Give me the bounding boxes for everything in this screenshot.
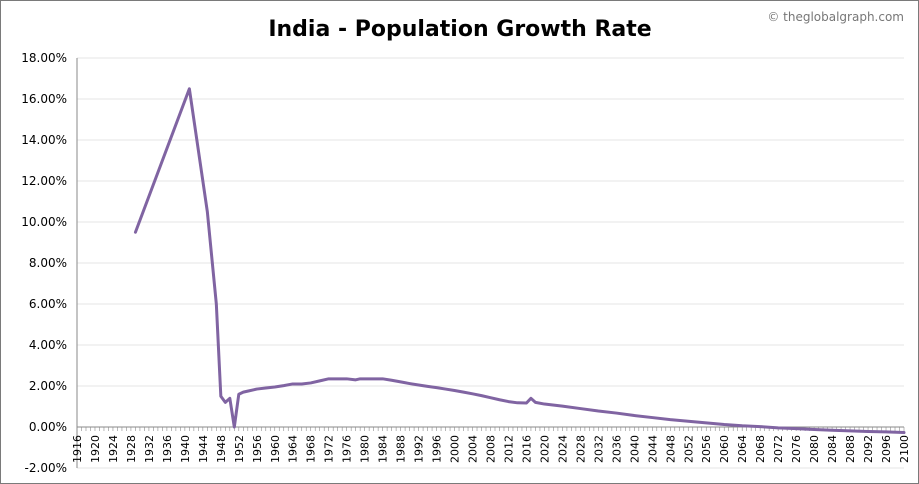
x-tick-label: 2076	[790, 435, 803, 463]
y-tick-label: 14.00%	[21, 133, 67, 147]
x-tick-label: 2084	[826, 435, 839, 463]
x-tick-label: 1920	[89, 435, 102, 463]
y-tick-label: -2.00%	[25, 461, 67, 475]
x-tick-label: 2060	[718, 435, 731, 463]
x-tick-labels: 1916 1920 1924 1928 1932 1936 1940 1944 1948 1952…	[71, 435, 911, 463]
y-tick-label: 16.00%	[21, 92, 67, 106]
x-tick-label: 1948	[215, 435, 228, 463]
x-tick-label: 1972	[323, 435, 336, 463]
x-tick-label: 2096	[880, 435, 893, 463]
x-tick-label: 1976	[341, 435, 354, 463]
x-tick-label: 1936	[161, 435, 174, 463]
x-tick-label: 1996	[431, 435, 444, 463]
x-tick-label: 1932	[143, 435, 156, 463]
x-tick-label: 2052	[682, 435, 695, 463]
watermark: © theglobalgraph.com	[767, 10, 904, 24]
y-tick-label: 6.00%	[29, 297, 67, 311]
y-tick-label: 8.00%	[29, 256, 67, 270]
grid-layer	[77, 57, 904, 469]
x-tick-label: 1988	[395, 435, 408, 463]
series-layer	[133, 87, 906, 435]
y-tick-label: 0.00%	[29, 420, 67, 434]
x-tick-label: 2040	[628, 435, 641, 463]
x-tick-label: 1944	[197, 435, 210, 463]
x-tick-label: 2020	[538, 435, 551, 463]
y-tick-label: 18.00%	[21, 51, 67, 65]
x-tick-label: 2016	[520, 435, 533, 463]
x-tick-label: 1968	[305, 435, 318, 463]
y-tick-label: 10.00%	[21, 215, 67, 229]
x-tick-label: 2072	[772, 435, 785, 463]
chart-title: India - Population Growth Rate	[268, 17, 651, 42]
x-tick-label: 2000	[449, 435, 462, 463]
x-tick-label: 1984	[377, 435, 390, 463]
x-tick-label: 2008	[485, 435, 498, 463]
x-tick-label: 2080	[808, 435, 821, 463]
y-tick-labels: -2.00% 0.00% 2.00% 4.00% 6.00% 8.00% 10.00% 12.…	[21, 51, 67, 475]
x-tick-label: 2024	[556, 435, 569, 463]
x-tick-label: 1916	[71, 435, 84, 463]
x-tick-label: 2004	[467, 435, 480, 463]
x-tick-label: 1924	[107, 435, 120, 463]
x-tick-label: 2092	[862, 435, 875, 463]
x-tick-label: 2068	[754, 435, 767, 463]
x-tick-label: 1960	[269, 435, 282, 463]
x-tick-label: 2088	[844, 435, 857, 463]
y-tick-label: 12.00%	[21, 174, 67, 188]
x-tick-label: 2012	[502, 435, 515, 463]
x-tick-label: 1928	[125, 435, 138, 463]
x-tick-label: 1992	[413, 435, 426, 463]
x-tick-label: 1952	[233, 435, 246, 463]
x-tick-label: 1980	[359, 435, 372, 463]
x-tick-label: 2028	[574, 435, 587, 463]
x-tick-label: 1964	[287, 435, 300, 463]
x-tick-label: 2056	[700, 435, 713, 463]
x-tick-label: 2036	[610, 435, 623, 463]
series-line	[133, 87, 906, 435]
x-tick-label: 1956	[251, 435, 264, 463]
x-tick-label: 2032	[592, 435, 605, 463]
x-tick-label: 2100	[898, 435, 911, 463]
y-tick-label: 4.00%	[29, 338, 67, 352]
y-tick-label: 2.00%	[29, 379, 67, 393]
x-tick-label: 2044	[646, 435, 659, 463]
x-tick-label: 2064	[736, 435, 749, 463]
x-tick-label: 1940	[179, 435, 192, 463]
x-tick-label: 2048	[664, 435, 677, 463]
